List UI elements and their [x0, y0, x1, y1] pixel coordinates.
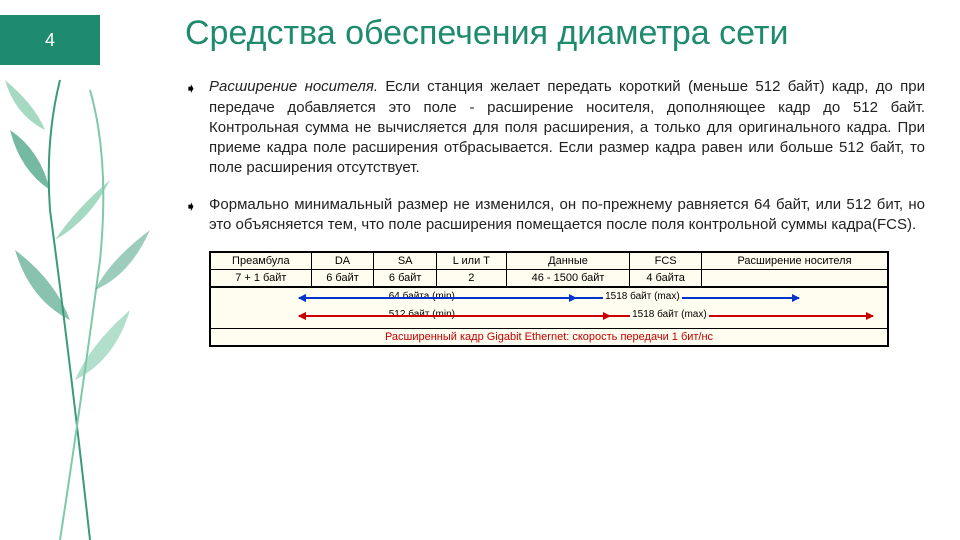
- bullet-text: Расширение носителя. Если станция желает…: [209, 77, 925, 178]
- size-cell: 46 - 1500 байт: [506, 270, 630, 288]
- table-row: 7 + 1 байт 6 байт 6 байт 2 46 - 1500 бай…: [210, 270, 888, 288]
- header-cell: FCS: [630, 252, 702, 270]
- bullet-body: Формально минимальный размер не изменилс…: [209, 196, 925, 233]
- arrow-label: 1518 байт (max): [603, 291, 682, 302]
- header-cell: L или T: [436, 252, 506, 270]
- header-cell: Данные: [506, 252, 630, 270]
- bullet-lead: Расширение носителя.: [209, 78, 378, 95]
- bullet-arrow-icon: ➧: [185, 77, 209, 178]
- arrow-max-1518-b: [299, 315, 874, 317]
- arrow-region: 64 байта (min) 1518 байт (max) 512 байт …: [209, 288, 889, 328]
- bullet-arrow-icon: ➧: [185, 195, 209, 236]
- header-cell: SA: [374, 252, 437, 270]
- size-cell: 6 байт: [374, 270, 437, 288]
- size-cell: [702, 270, 889, 288]
- frame-diagram: Преамбула SFD DA SA L или T Данные FCS Р…: [209, 251, 889, 347]
- size-cell: 2: [436, 270, 506, 288]
- frame-table: Преамбула SFD DA SA L или T Данные FCS Р…: [209, 251, 889, 288]
- page-number-text: 4: [45, 30, 55, 51]
- table-row: Преамбула SFD DA SA L или T Данные FCS Р…: [210, 252, 888, 270]
- arrow-max-1518: [299, 297, 799, 299]
- diagram-caption: Расширенный кадр Gigabit Ethernet: скоро…: [209, 328, 889, 347]
- decorative-leaves: [0, 60, 180, 540]
- size-cell: 6 байт: [311, 270, 374, 288]
- header-cell: Расширение носителя: [702, 252, 889, 270]
- header-cell: DA: [311, 252, 374, 270]
- bullet-item: ➧ Расширение носителя. Если станция жела…: [185, 77, 925, 178]
- size-cell: 7 + 1 байт: [210, 270, 311, 288]
- arrow-label: 1518 байт (max): [630, 309, 709, 320]
- size-cell: 4 байта: [630, 270, 702, 288]
- page-number: 4: [0, 15, 100, 65]
- content-area: Средства обеспечения диаметра сети ➧ Рас…: [185, 15, 925, 347]
- bullet-item: ➧ Формально минимальный размер не измени…: [185, 195, 925, 236]
- header-cell: Преамбула: [210, 252, 311, 270]
- bullet-text: Формально минимальный размер не изменилс…: [209, 195, 925, 236]
- slide-title: Средства обеспечения диаметра сети: [185, 15, 925, 52]
